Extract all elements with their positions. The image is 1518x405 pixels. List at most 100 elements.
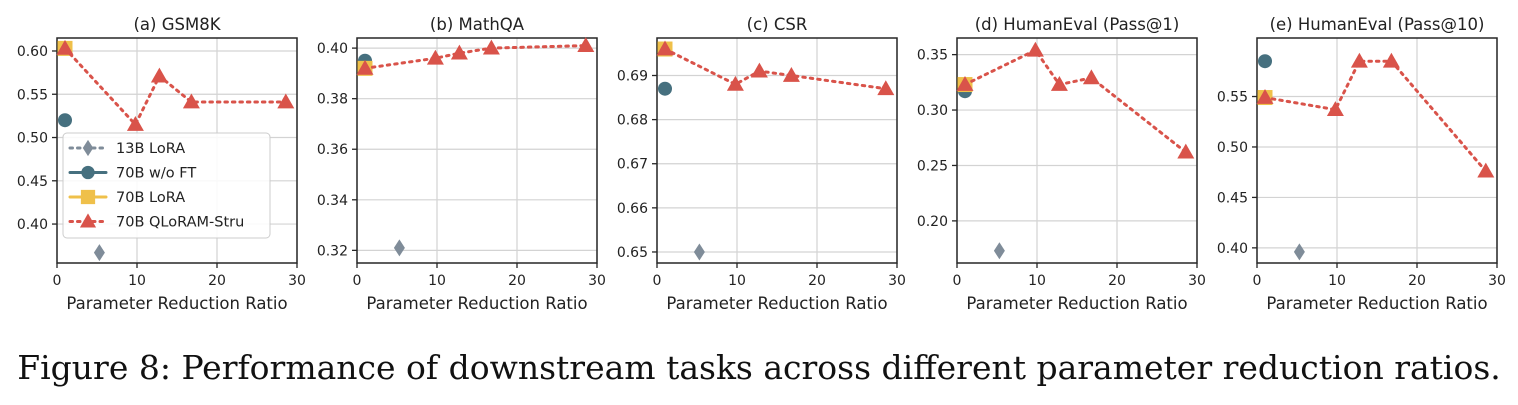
legend-label-13b-lora: 13B LoRA: [116, 141, 185, 157]
series-line-70b-qloram-stru: [1263, 59, 1488, 173]
x-tick-label: 20: [508, 273, 526, 289]
data-point-70b-qloram-stru: [56, 39, 74, 55]
y-tick-label: 0.36: [317, 142, 348, 158]
data-point-70b-w-o-ft: [58, 113, 72, 128]
data-point-70b-qloram-stru: [1256, 89, 1274, 104]
chart-title: (d) HumanEval (Pass@1): [975, 15, 1180, 34]
x-tick-label: 30: [1188, 273, 1206, 289]
data-point-13b-lora: [393, 239, 405, 257]
chart-title: (e) HumanEval (Pass@10): [1270, 15, 1485, 34]
x-tick-label: 20: [1408, 273, 1426, 289]
y-tick-label: 0.69: [617, 69, 648, 85]
legend-label-70b-lora: 70B LoRA: [116, 190, 185, 206]
data-point-70b-w-o-ft: [658, 81, 672, 96]
x-tick-label: 30: [1488, 273, 1506, 289]
legend-marker-13b-lora: [82, 139, 94, 157]
series-line-70b-qloram-stru: [663, 47, 888, 91]
data-point-70b-qloram-stru: [356, 59, 374, 75]
data-point-70b-qloram-stru: [182, 93, 200, 109]
x-tick-label: 0: [53, 273, 62, 289]
chart-panel-5: 0 10 20 30 0.40 0.45 0.50 0.55 (e) HumanEval (Pa…: [1217, 15, 1506, 313]
y-tick-label: 0.55: [1217, 90, 1248, 106]
data-point-70b-qloram-stru: [956, 76, 974, 91]
y-tick-label: 0.45: [1217, 190, 1248, 206]
x-tick-label: 30: [888, 273, 906, 289]
x-tick-label: 10: [728, 273, 746, 289]
x-axis-label: Parameter Reduction Ratio: [966, 294, 1187, 313]
x-axis-label: Parameter Reduction Ratio: [66, 294, 287, 313]
data-point-70b-qloram-stru: [450, 44, 468, 60]
chart-title: (c) CSR: [747, 15, 808, 34]
data-point-70b-qloram-stru: [656, 40, 674, 56]
legend-marker-70b-w-o-ft: [81, 165, 95, 180]
chart-title: (b) MathQA: [430, 15, 525, 34]
y-tick-label: 0.65: [617, 245, 648, 261]
series-line-70b-qloram-stru: [963, 48, 1188, 154]
y-tick-label: 0.38: [317, 92, 348, 108]
y-tick-label: 0.30: [917, 103, 948, 119]
x-axis-label: Parameter Reduction Ratio: [366, 294, 587, 313]
y-tick-label: 0.32: [317, 243, 348, 259]
data-point-70b-qloram-stru: [726, 75, 744, 91]
data-point-70b-qloram-stru: [1326, 101, 1344, 117]
legend-label-70b-w-o-ft: 70B w/o FT: [116, 166, 196, 182]
data-point-70b-qloram-stru: [482, 39, 500, 55]
y-tick-label: 0.50: [1217, 140, 1248, 156]
x-tick-label: 0: [1253, 273, 1262, 289]
y-tick-label: 0.55: [17, 87, 48, 103]
legend: 13B LoRA 70B w/o FT 70B LoRA 70B QLoRAM-Str…: [62, 132, 271, 239]
plot-frame: [356, 37, 598, 264]
x-tick-label: 10: [428, 273, 446, 289]
legend-box: [62, 132, 271, 239]
data-point-70b-qloram-stru: [426, 49, 444, 65]
plot-frame: [956, 37, 1198, 264]
data-point-70b-qloram-stru: [1082, 69, 1100, 85]
x-tick-label: 0: [953, 273, 962, 289]
data-point-70b-qloram-stru: [126, 116, 144, 131]
data-point-70b-qloram-stru: [1350, 52, 1368, 68]
data-point-13b-lora: [1293, 243, 1305, 261]
data-point-70b-qloram-stru: [782, 67, 800, 82]
x-axis-label: Parameter Reduction Ratio: [1266, 294, 1487, 313]
data-point-13b-lora: [93, 244, 105, 262]
data-point-70b-qloram-stru: [1477, 162, 1495, 178]
plot-frame: [1256, 37, 1498, 264]
x-tick-label: 30: [288, 273, 306, 289]
x-tick-label: 10: [1328, 273, 1346, 289]
data-point-70b-qloram-stru: [750, 62, 768, 78]
x-tick-label: 20: [208, 273, 226, 289]
chart-title: (a) GSM8K: [133, 15, 221, 34]
y-tick-label: 0.34: [317, 193, 348, 209]
y-tick-label: 0.45: [17, 174, 48, 190]
chart-panel-3: 0 10 20 30 0.65 0.66 0.67 0.68 0.69 (c) CSR Parame…: [617, 15, 906, 313]
series-line-70b-qloram-stru: [63, 46, 288, 128]
data-point-70b-qloram-stru: [1177, 143, 1195, 159]
y-tick-label: 0.67: [617, 157, 648, 173]
x-tick-label: 0: [653, 273, 662, 289]
x-tick-label: 30: [588, 273, 606, 289]
x-tick-label: 10: [1028, 273, 1046, 289]
plot-frame: [56, 37, 298, 264]
y-tick-label: 0.20: [917, 214, 948, 230]
x-tick-label: 0: [353, 273, 362, 289]
x-tick-label: 20: [1108, 273, 1126, 289]
data-point-70b-qloram-stru: [577, 37, 595, 52]
y-tick-label: 0.25: [917, 158, 948, 174]
y-tick-label: 0.40: [317, 41, 348, 57]
legend-marker-70b-lora: [80, 189, 96, 205]
plot-frame: [656, 37, 898, 264]
data-point-13b-lora: [693, 243, 705, 261]
data-point-70b-w-o-ft: [1258, 54, 1272, 69]
y-tick-label: 0.66: [617, 201, 648, 217]
y-tick-label: 0.40: [17, 217, 48, 233]
x-axis-label: Parameter Reduction Ratio: [666, 294, 887, 313]
legend-label-70b-qloram-stru: 70B QLoRAM-Stru: [116, 215, 244, 231]
chart-panel-4: 0 10 20 30 0.20 0.25 0.30 0.35 (d) HumanEval (Pa…: [917, 15, 1206, 313]
chart-panel-2: 0 10 20 30 0.32 0.34 0.36 0.38 0.40 (b) MathQA Par…: [317, 15, 606, 313]
data-point-70b-qloram-stru: [150, 67, 168, 83]
y-tick-label: 0.35: [917, 48, 948, 64]
legend-marker-70b-qloram-stru: [79, 213, 97, 228]
figure-caption: Figure 8: Performance of downstream task…: [17, 348, 1501, 387]
data-point-70b-qloram-stru: [1382, 52, 1400, 68]
